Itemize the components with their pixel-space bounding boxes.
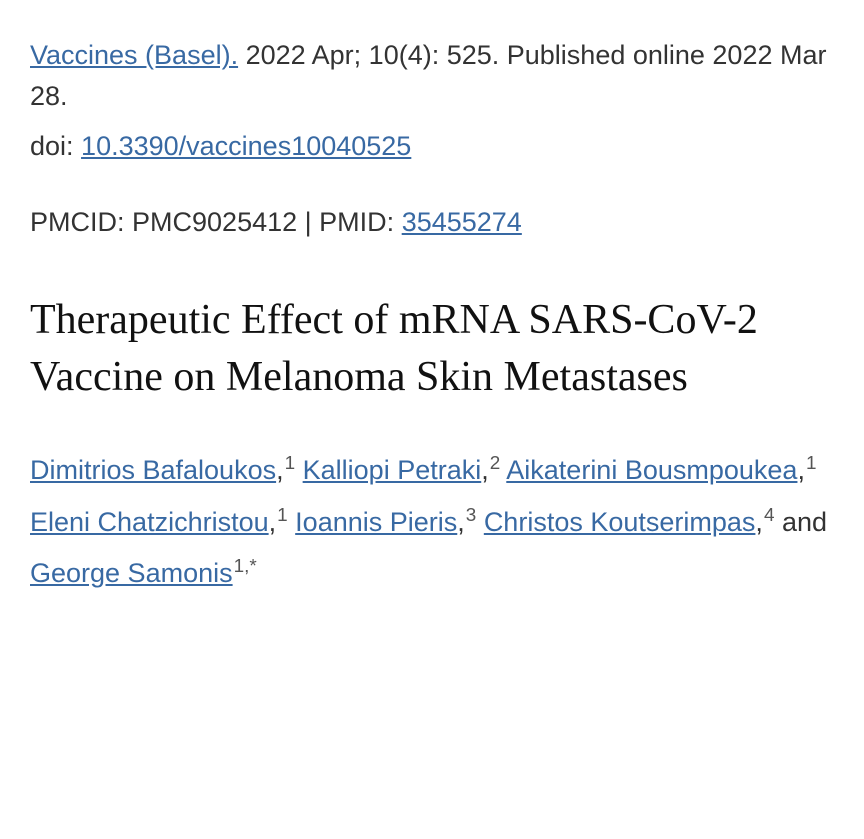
author-separator: , (457, 507, 465, 537)
pmcid-value: PMC9025412 (132, 207, 297, 237)
author-link[interactable]: Kalliopi Petraki (303, 455, 482, 485)
author-link[interactable]: Ioannis Pieris (295, 507, 457, 537)
citation-line: Vaccines (Basel). 2022 Apr; 10(4): 525. … (30, 35, 834, 116)
author-separator: , (269, 507, 277, 537)
author-separator: , (481, 455, 489, 485)
pmid-label: PMID: (319, 207, 402, 237)
author-separator: , (276, 455, 284, 485)
author-affil: 1 (277, 505, 288, 526)
author-affil: 1 (806, 453, 817, 474)
doi-line: doi: 10.3390/vaccines10040525 (30, 126, 834, 167)
pmid-link[interactable]: 35455274 (402, 207, 522, 237)
author-affil: 1,* (234, 556, 257, 577)
pmcid-label: PMCID: (30, 207, 132, 237)
author-link[interactable]: Dimitrios Bafaloukos (30, 455, 276, 485)
article-title: Therapeutic Effect of mRNA SARS-CoV-2 Va… (30, 292, 834, 405)
author-affil: 2 (490, 453, 501, 474)
journal-link[interactable]: Vaccines (Basel). (30, 40, 238, 70)
author-affil: 1 (285, 453, 296, 474)
id-separator: | (297, 207, 319, 237)
author-separator: , (797, 455, 805, 485)
author-affil: 3 (466, 505, 477, 526)
doi-link[interactable]: 10.3390/vaccines10040525 (81, 131, 411, 161)
author-link[interactable]: George Samonis (30, 558, 233, 588)
identifier-line: PMCID: PMC9025412 | PMID: 35455274 (30, 202, 834, 243)
author-link[interactable]: Aikaterini Bousmpoukea (506, 455, 797, 485)
author-link[interactable]: Eleni Chatzichristou (30, 507, 269, 537)
author-affil: 4 (764, 505, 775, 526)
author-separator: , (755, 507, 763, 537)
author-list: Dimitrios Bafaloukos,1 Kalliopi Petraki,… (30, 445, 834, 599)
author-link[interactable]: Christos Koutserimpas (484, 507, 756, 537)
doi-label: doi: (30, 131, 81, 161)
